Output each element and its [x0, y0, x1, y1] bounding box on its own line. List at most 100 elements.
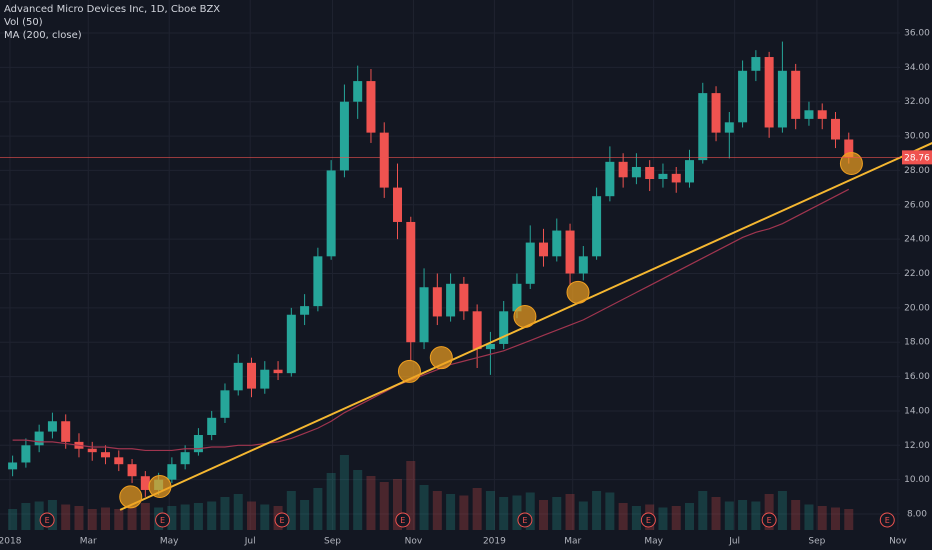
volume-bar: [459, 495, 469, 530]
volume-bar: [578, 501, 588, 530]
candle-body: [114, 457, 124, 465]
candle-body: [512, 283, 522, 312]
volume-bar: [140, 503, 150, 530]
candle-body: [525, 242, 535, 284]
volume-bar: [8, 509, 18, 530]
candle-body: [485, 343, 495, 350]
earnings-label: E: [280, 516, 285, 525]
candle-body: [220, 390, 230, 418]
candle-body: [578, 256, 588, 274]
candle-body: [631, 166, 641, 178]
volume-bar: [777, 491, 787, 530]
candle-body: [552, 230, 562, 257]
candle-body: [499, 311, 509, 344]
candle-body: [791, 70, 801, 119]
y-tick-label: 18.00: [904, 338, 930, 348]
x-tick-label: 2019: [483, 537, 506, 547]
last-price-tag: [902, 150, 932, 165]
y-tick-label: 26.00: [904, 200, 930, 210]
volume-bar: [618, 503, 628, 530]
volume-bar: [286, 491, 296, 530]
candle-body: [565, 230, 575, 274]
x-tick-label: Jul: [728, 537, 740, 547]
volume-bar: [804, 504, 814, 530]
earnings-marker: [395, 512, 411, 528]
highlight-circle: [148, 475, 172, 499]
candle-body: [273, 369, 283, 374]
earnings-label: E: [522, 516, 527, 525]
volume-bar: [87, 509, 97, 530]
x-tick-label: Sep: [808, 537, 825, 547]
volume-bar: [313, 488, 323, 530]
volume-bar: [605, 492, 615, 530]
x-tick-label: May: [644, 537, 663, 547]
highlight-circle: [397, 359, 421, 383]
volume-bar: [419, 485, 429, 530]
candle-body: [724, 122, 734, 133]
candle-body: [286, 314, 296, 374]
volume-bar: [406, 461, 416, 530]
y-tick-label: 12.00: [904, 441, 930, 451]
candle-body: [87, 448, 97, 453]
earnings-label: E: [160, 516, 165, 525]
volume-bar: [671, 506, 681, 530]
y-tick-label: 36.00: [904, 28, 930, 38]
volume-bar: [127, 506, 137, 530]
candle-body: [247, 362, 257, 389]
candle-body: [685, 160, 695, 183]
volume-bar: [34, 501, 44, 530]
volume-bar: [485, 491, 495, 530]
volume-bar: [193, 503, 203, 530]
earnings-label: E: [45, 516, 50, 525]
chart-title: Advanced Micro Devices Inc, 1D, Cboe BZX: [4, 4, 220, 15]
volume-bar: [698, 491, 708, 530]
volume-bar: [61, 504, 71, 530]
highlight-circle: [429, 346, 453, 370]
candle-body: [711, 93, 721, 133]
earnings-marker: [640, 512, 656, 528]
earnings-marker: [761, 512, 777, 528]
volume-bar: [724, 501, 734, 530]
indicator-label: MA (200, close): [4, 30, 82, 41]
candle-body: [180, 452, 190, 465]
volume-bar: [738, 500, 748, 530]
earnings-marker: [155, 512, 171, 528]
candle-body: [777, 70, 787, 128]
y-tick-label: 34.00: [904, 63, 930, 73]
x-tick-label: Sep: [324, 537, 341, 547]
candle-body: [8, 462, 18, 470]
candle-body: [804, 110, 814, 119]
candle-body: [193, 434, 203, 453]
candle-body: [658, 173, 668, 180]
y-tick-label: 22.00: [904, 269, 930, 279]
y-tick-label: 10.00: [904, 475, 930, 485]
volume-bar: [472, 488, 482, 530]
volume-bar: [353, 470, 363, 530]
candle-body: [817, 110, 827, 119]
earnings-marker: [879, 512, 895, 528]
candle-body: [366, 81, 376, 133]
candle-body: [127, 464, 137, 477]
candle-body: [698, 93, 708, 161]
volume-bar: [260, 504, 270, 530]
volume-bar: [552, 497, 562, 530]
candle-body: [21, 445, 31, 463]
earnings-label: E: [767, 516, 772, 525]
candle-body: [764, 57, 774, 128]
highlight-circle: [839, 152, 863, 176]
candle-body: [140, 476, 150, 490]
y-tick-label: 30.00: [904, 132, 930, 142]
candle-body: [459, 283, 469, 312]
last-price-label: 28.76: [904, 153, 930, 163]
volume-bar: [830, 507, 840, 530]
candle-body: [844, 139, 854, 158]
volume-bar: [751, 501, 761, 530]
y-tick-label: 14.00: [904, 406, 930, 416]
x-tick-label: 2018: [0, 537, 22, 547]
volume-bar: [658, 507, 668, 530]
candle-body: [618, 161, 628, 178]
volume-bar: [791, 500, 801, 530]
volume-bar: [74, 506, 84, 530]
earnings-marker: [274, 512, 290, 528]
